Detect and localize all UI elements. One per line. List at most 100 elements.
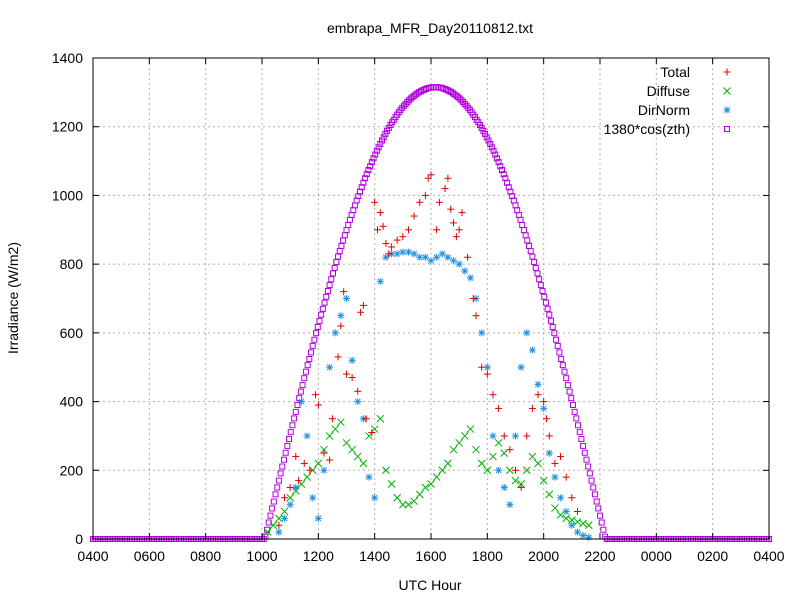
data-point [363,171,370,178]
data-point [329,270,336,277]
data-point [433,226,441,234]
data-point [517,216,524,223]
data-point [551,459,559,467]
data-point [287,429,294,436]
data-point [545,432,553,440]
x-tick-label: 0400 [753,548,784,564]
data-point [477,459,486,468]
y-tick-label: 800 [60,256,84,272]
data-point [410,250,418,258]
x-tick-label: 0800 [190,548,221,564]
data-point [449,445,458,454]
data-point [579,519,587,528]
data-point [274,484,281,491]
data-point [544,305,551,312]
data-point [506,466,514,475]
data-point [325,432,334,440]
data-point [337,322,345,330]
legend-marker [723,68,731,76]
data-point [284,442,291,449]
data-point [578,436,585,443]
data-point [294,402,301,409]
data-point [316,317,323,324]
data-point [324,287,331,294]
data-point [573,508,581,516]
data-point [360,179,367,186]
data-point [348,374,356,382]
data-point [520,227,527,234]
data-point [461,101,468,108]
data-point [482,130,489,137]
data-point [373,147,380,154]
data-point [534,459,542,468]
data-point [487,140,494,147]
data-point [542,299,549,306]
data-point [267,512,274,519]
data-point [359,459,368,468]
x-axis-label: UTC Hour [398,577,461,593]
data-point [393,250,401,258]
data-point [562,514,571,523]
legend-marker [724,126,730,132]
data-point [404,248,412,256]
data-point [568,521,576,529]
legend: Total Diffuse DirNorm 1380*cos(zth) [604,64,731,137]
data-point [472,312,480,320]
data-point [498,167,505,174]
data-point [493,155,500,162]
data-point [378,137,385,144]
data-point [456,95,463,102]
y-tick-label: 1200 [52,119,83,135]
data-point [444,174,452,182]
data-point [292,453,300,461]
data-point [265,519,272,526]
data-point [338,242,345,249]
data-point [540,404,548,412]
data-point [348,445,356,454]
data-point [562,508,570,516]
data-point [289,422,296,429]
data-point [380,134,387,141]
data-point [275,521,283,529]
data-point [385,250,393,258]
data-point [495,466,503,474]
data-point [404,98,411,105]
data-point [450,219,458,227]
y-axis-label: Irradiance (W/m2) [5,242,21,354]
x-tick-label: 1400 [359,548,390,564]
data-point [597,512,603,519]
data-point [444,87,451,94]
data-point [320,466,328,474]
data-point [505,184,512,191]
data-point [299,382,306,389]
data-point [346,216,353,223]
data-point [292,483,300,491]
data-point [331,329,339,337]
data-point [272,491,279,498]
data-point [495,159,502,166]
data-point [309,494,317,502]
data-point [269,505,276,512]
x-tick-label: 0400 [77,548,108,564]
data-point [427,257,435,265]
data-point [541,293,548,300]
data-point [348,356,356,364]
data-point [458,209,466,217]
data-point [556,511,565,519]
data-point [308,349,315,356]
data-point [576,429,583,436]
data-point [568,494,576,502]
data-point [275,477,282,484]
data-point [343,227,350,234]
series-plus [275,171,581,529]
data-point [528,404,536,412]
data-point [483,466,492,475]
data-point [506,501,514,509]
data-point [534,380,542,388]
y-tick-label: 0 [75,531,83,547]
data-point [579,532,587,540]
data-point [348,212,355,219]
data-point [375,144,382,151]
data-point [584,521,593,530]
